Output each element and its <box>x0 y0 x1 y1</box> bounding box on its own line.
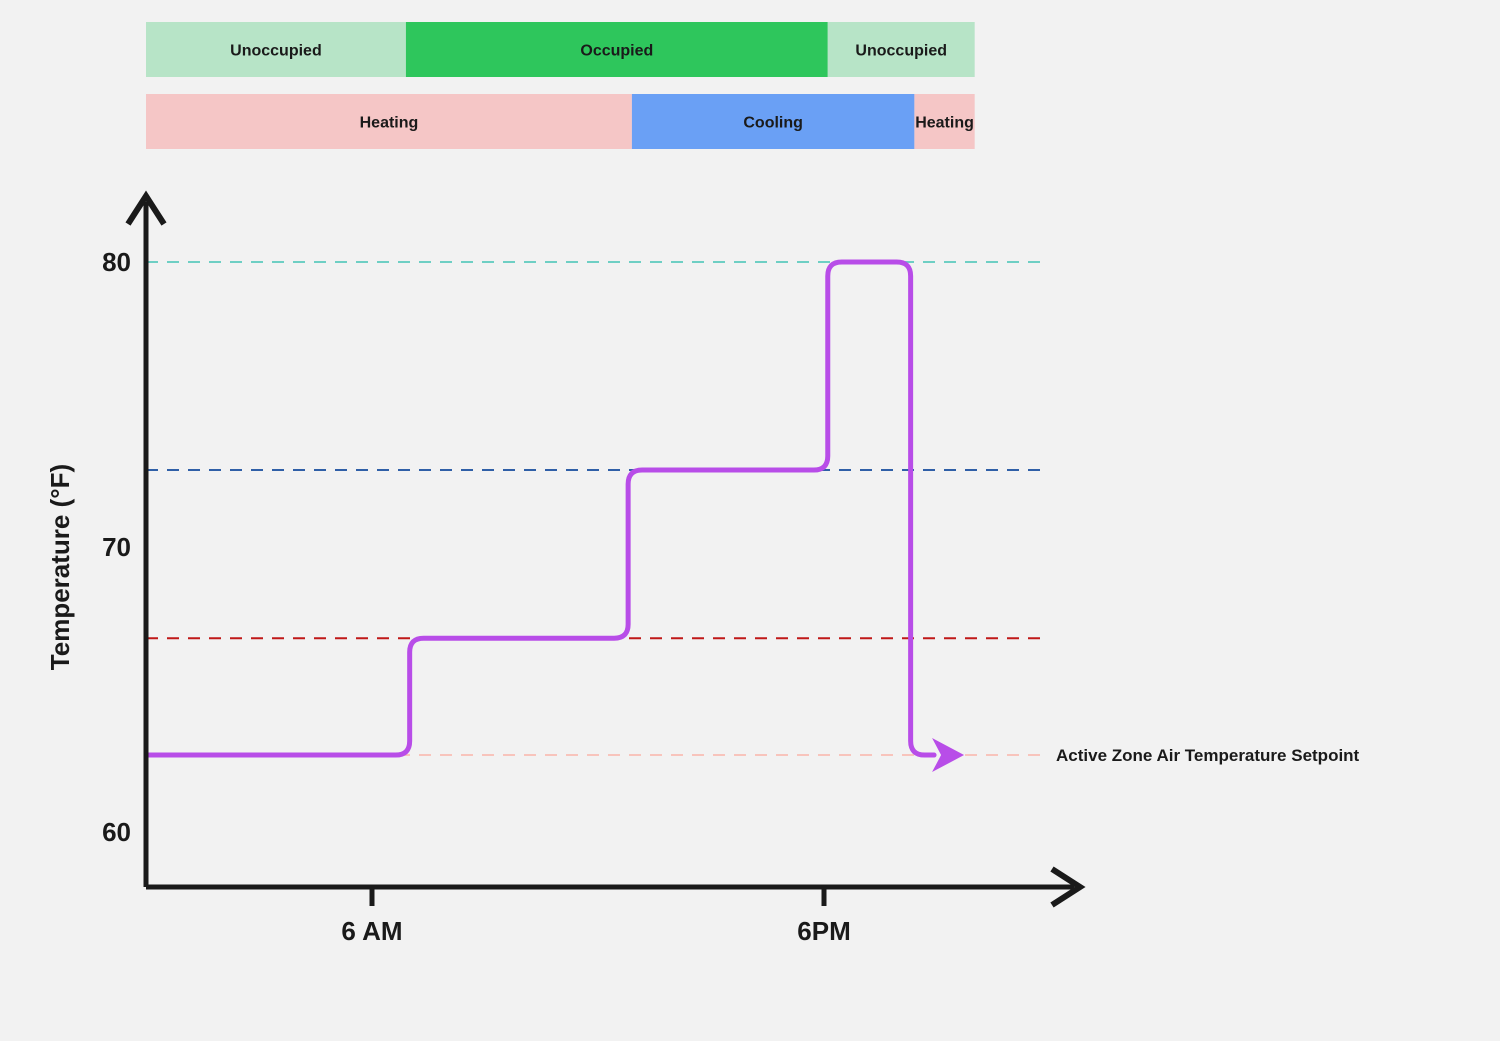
occupancy-band <box>146 22 406 77</box>
axes <box>125 190 1086 908</box>
y-ticks: 60 70 80 <box>102 247 131 847</box>
occupancy-band <box>827 22 975 77</box>
setpoint-annotation: Active Zone Air Temperature Setpoint <box>1056 746 1360 765</box>
y-tick-label: 60 <box>102 817 131 847</box>
mode-band-label: Heating <box>915 115 974 132</box>
mode-band <box>631 94 915 149</box>
mode-band-label: Cooling <box>743 115 803 132</box>
y-axis-arrowhead <box>125 190 167 226</box>
occupancy-band <box>405 22 828 77</box>
x-tick-label: 6 AM <box>341 916 402 946</box>
y-tick-label: 70 <box>102 532 131 562</box>
mode-band <box>914 94 975 149</box>
series-arrowhead <box>932 738 965 773</box>
occupancy-band-label: Unoccupied <box>855 43 947 60</box>
series-layer <box>143 259 965 773</box>
mode-band <box>146 94 632 149</box>
mode-band-label: Heating <box>360 115 419 132</box>
y-tick-label: 80 <box>102 247 131 277</box>
y-axis-title: Temperature (°F) <box>45 464 75 670</box>
x-axis-arrowhead <box>1050 866 1086 908</box>
x-tick-label: 6PM <box>797 916 850 946</box>
occupancy-band-label: Unoccupied <box>230 43 322 60</box>
occupancy-band-label: Occupied <box>580 43 653 60</box>
x-ticks: 6 AM 6PM <box>341 887 851 946</box>
setpoint-series-line <box>143 259 937 758</box>
mode-bands: Heating Cooling Heating <box>146 94 975 149</box>
occupancy-bands: Unoccupied Occupied Unoccupied <box>146 22 975 77</box>
